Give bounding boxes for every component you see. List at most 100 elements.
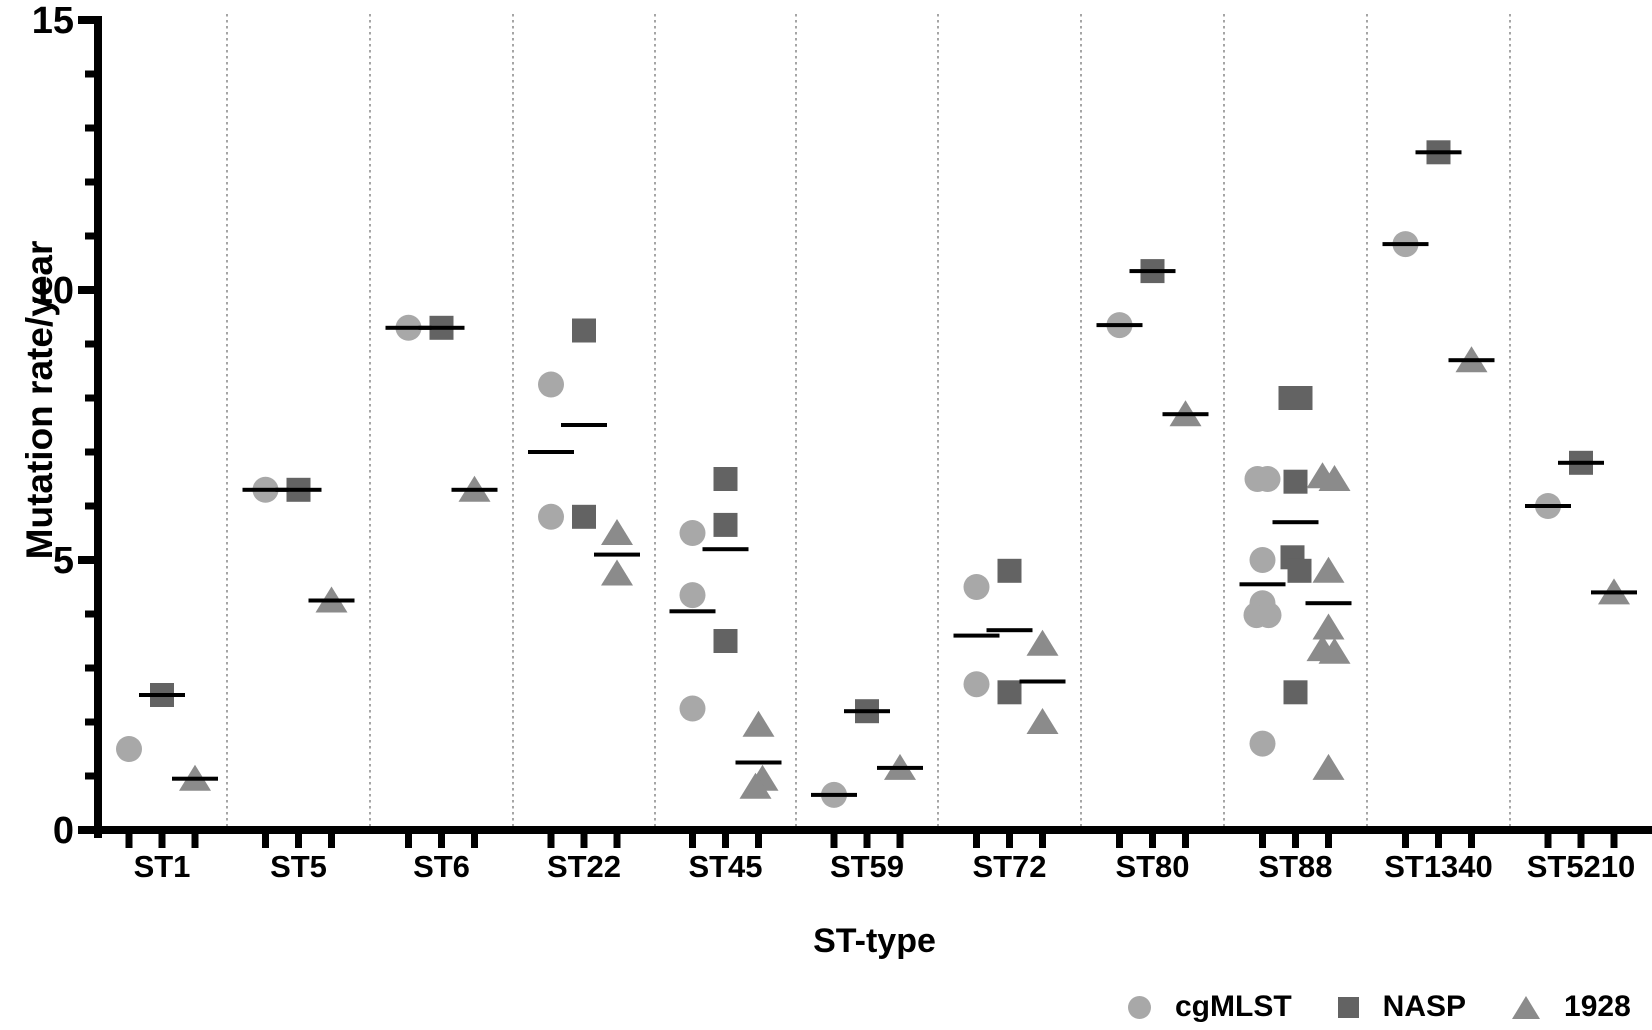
data-point-circle-cgmlst: [538, 371, 564, 398]
y-minor-tick: [85, 178, 98, 186]
x-group-tick: [158, 834, 166, 848]
y-minor-tick: [85, 124, 98, 132]
x-group-tick: [580, 834, 588, 848]
group-mean-line: [385, 325, 432, 330]
data-point-square-nasp: [572, 504, 596, 529]
data-point-circle-cgmlst: [1249, 547, 1276, 573]
y-major-tick: [78, 286, 98, 294]
x-group-tick: [438, 834, 445, 848]
data-point-square-nasp: [997, 680, 1022, 705]
data-point-circle-cgmlst: [1255, 602, 1282, 629]
group-mean-line: [275, 487, 322, 492]
group-mean-line: [242, 487, 289, 492]
group-mean-line: [1525, 504, 1571, 508]
y-minor-tick: [85, 448, 98, 456]
group-mean-line: [1448, 358, 1495, 363]
data-point-circle-cgmlst: [1254, 466, 1281, 492]
group-mean-line: [702, 547, 749, 552]
group-mean-line: [1591, 590, 1637, 595]
y-tick-label: 5: [53, 540, 74, 582]
data-point-triangle-1928: [1312, 556, 1345, 583]
x-group-tick: [295, 834, 302, 848]
data-point-square-nasp: [1283, 469, 1308, 494]
legend: cgMLST NASP 1928: [1128, 988, 1631, 1026]
x-group-tick: [722, 834, 729, 848]
x-group-tick: [1039, 834, 1046, 848]
group-mean-line: [735, 760, 782, 765]
x-category-label: ST5: [270, 849, 327, 884]
group-mean-line: [139, 693, 185, 697]
group-mean-line: [1272, 520, 1319, 525]
data-point-triangle-1928: [1318, 465, 1351, 491]
group-mean-line: [1305, 601, 1352, 606]
group-mean-line: [1239, 582, 1286, 587]
square-marker-icon: [1337, 996, 1359, 1018]
group-mean-line: [451, 487, 498, 492]
y-minor-tick: [85, 394, 98, 402]
data-point-square-nasp: [713, 629, 738, 653]
y-axis-line: [94, 16, 102, 838]
x-group-tick: [689, 834, 696, 848]
circle-marker-icon: [1128, 995, 1151, 1019]
y-minor-tick: [85, 502, 98, 510]
x-group-tick: [1149, 834, 1156, 848]
x-group-tick: [1182, 834, 1189, 848]
data-point-circle-cgmlst: [116, 736, 142, 762]
group-mean-line: [953, 633, 1000, 638]
x-group-tick: [547, 834, 555, 848]
x-group-tick: [405, 834, 412, 848]
x-group-tick: [262, 834, 269, 848]
x-group-tick: [1116, 834, 1123, 848]
x-category-label: ST6: [413, 849, 470, 884]
x-category-label: ST1: [134, 849, 191, 884]
data-point-square-nasp: [1283, 680, 1308, 705]
x-group-tick: [191, 834, 199, 848]
x-group-tick: [613, 834, 621, 848]
x-group-tick: [1610, 834, 1618, 848]
group-mean-line: [1129, 269, 1176, 274]
x-axis-line: [90, 826, 1652, 834]
x-group-tick: [755, 834, 762, 848]
x-category-label: ST5210: [1527, 849, 1636, 884]
legend-label: cgMLST: [1175, 990, 1292, 1023]
y-major-tick: [78, 826, 98, 834]
x-group-tick: [896, 834, 904, 848]
group-mean-line: [561, 423, 607, 427]
group-mean-line: [1558, 460, 1604, 465]
group-mean-line: [811, 792, 857, 797]
y-minor-tick: [85, 772, 98, 780]
legend-label: 1928: [1564, 990, 1631, 1023]
y-minor-tick: [85, 70, 98, 78]
data-point-triangle-1928: [742, 710, 775, 737]
y-minor-tick: [85, 340, 98, 348]
group-mean-line: [594, 552, 640, 557]
data-point-triangle-1928: [1026, 708, 1059, 734]
triangle-marker-icon: [1512, 995, 1541, 1019]
x-category-label: ST22: [547, 849, 621, 884]
y-minor-tick: [85, 610, 98, 618]
x-group-tick: [1402, 834, 1409, 848]
data-point-triangle-1928: [1026, 629, 1059, 656]
x-group-tick: [1577, 834, 1585, 848]
legend-label: NASP: [1382, 990, 1467, 1023]
data-point-circle-cgmlst: [963, 574, 990, 600]
y-major-tick: [78, 16, 98, 24]
y-tick-label: 0: [53, 810, 74, 852]
group-mean-line: [418, 325, 465, 330]
data-point-circle-cgmlst: [538, 503, 564, 530]
data-point-square-nasp: [572, 318, 596, 343]
y-minor-tick: [85, 664, 98, 672]
data-point-circle-cgmlst: [679, 520, 706, 546]
x-group-tick: [830, 834, 838, 848]
data-point-triangle-1928: [1318, 637, 1351, 664]
x-group-tick: [1259, 834, 1266, 848]
x-group-tick: [973, 834, 980, 848]
data-point-circle-cgmlst: [679, 582, 706, 609]
data-point-square-nasp: [713, 467, 738, 491]
x-group-tick: [125, 834, 133, 848]
data-point-circle-cgmlst: [679, 695, 706, 722]
y-tick-label: 10: [32, 270, 74, 312]
x-category-label: ST45: [688, 849, 762, 884]
data-point-square-nasp: [1287, 558, 1312, 583]
